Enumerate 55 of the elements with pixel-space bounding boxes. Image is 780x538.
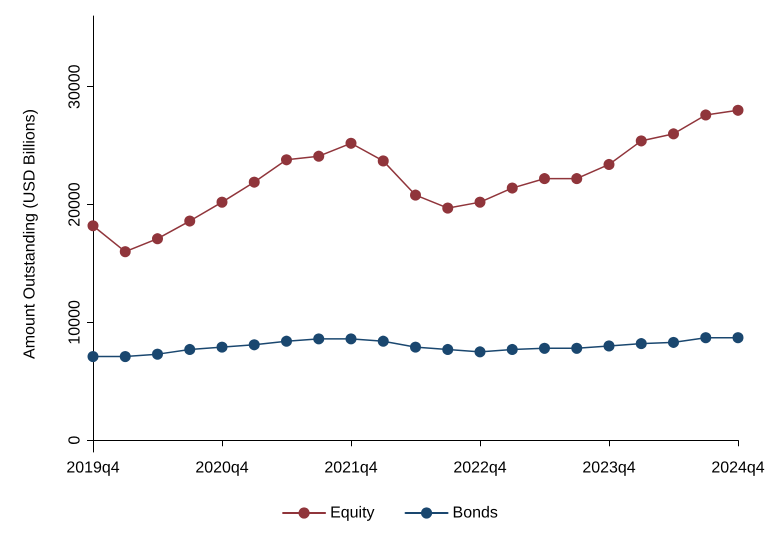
legend-label: Bonds (452, 504, 498, 522)
point (281, 336, 292, 347)
point (152, 348, 163, 360)
x-tick-label: 2019q4 (66, 460, 120, 476)
y-axis-title: Amount Outstanding (USD Billions) (22, 109, 38, 359)
point (184, 344, 196, 355)
point (313, 150, 324, 162)
y-tick-label: 30000 (66, 64, 84, 109)
point (474, 196, 486, 208)
point (346, 138, 356, 149)
point (636, 338, 647, 350)
point (506, 182, 518, 194)
point (506, 344, 518, 355)
y-tick-label: 20000 (66, 182, 84, 227)
x-tick-label: 2024q4 (711, 460, 765, 476)
point (248, 339, 260, 350)
point (378, 336, 389, 347)
x-tick-label: 2023q4 (582, 460, 636, 476)
point (604, 158, 614, 170)
point (378, 155, 389, 166)
point (248, 176, 260, 188)
point (120, 351, 131, 362)
point (636, 135, 647, 146)
y-tick-label: 0 (66, 436, 84, 445)
point (346, 333, 356, 344)
point (668, 128, 679, 140)
point (410, 190, 421, 201)
point (732, 104, 744, 116)
point (474, 346, 486, 358)
point (88, 351, 98, 362)
point (313, 333, 324, 344)
point (410, 342, 421, 353)
point (281, 154, 292, 166)
x-tick-label: 2022q4 (453, 460, 507, 476)
point (216, 196, 228, 208)
point (668, 336, 679, 348)
point (184, 216, 196, 227)
point (216, 342, 228, 353)
point (442, 202, 454, 214)
legend-label: Equity (330, 504, 375, 522)
x-tick-label: 2021q4 (324, 460, 378, 476)
point (539, 342, 550, 354)
x-tick-label: 2020q4 (195, 460, 249, 476)
point (120, 246, 131, 258)
point (442, 344, 454, 355)
point (88, 220, 98, 232)
point (571, 342, 582, 354)
y-tick-label: 10000 (66, 300, 84, 345)
point (604, 340, 614, 352)
point (152, 233, 163, 244)
point (700, 109, 712, 120)
point (700, 332, 712, 344)
point (732, 332, 744, 344)
point (539, 173, 550, 184)
point (571, 173, 582, 184)
